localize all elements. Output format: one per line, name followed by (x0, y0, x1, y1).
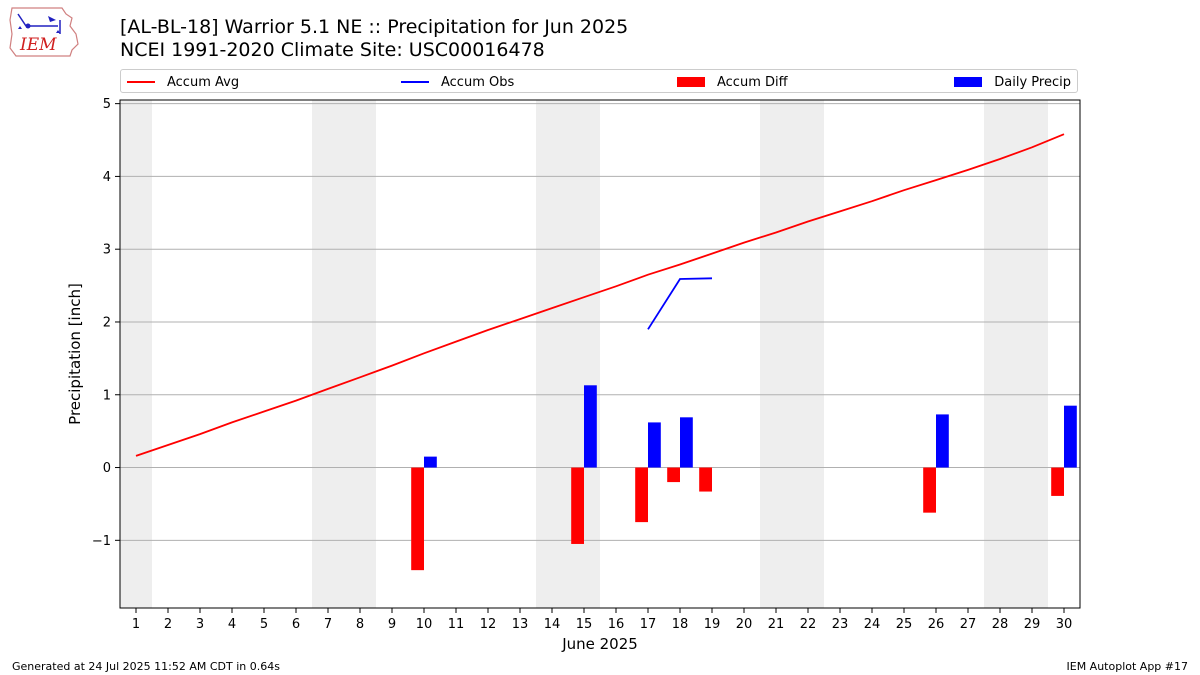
y-tick-label: 0 (103, 461, 111, 476)
legend-swatch (127, 81, 155, 83)
x-tick-label: 15 (576, 617, 593, 632)
accum-diff-bar (635, 467, 648, 523)
legend-label: Accum Diff (717, 74, 788, 90)
daily-precip-bar (680, 417, 693, 468)
weekend-shade (120, 100, 152, 608)
plot-frame (119, 99, 1081, 609)
chart-title-line-2: NCEI 1991-2020 Climate Site: USC00016478 (120, 39, 545, 61)
legend-swatch (954, 77, 983, 87)
x-tick-label: 30 (1056, 617, 1073, 632)
accum-diff-bar (1051, 467, 1064, 496)
x-tick-label: 20 (736, 617, 753, 632)
legend-item-accum-diff: Accum Diff (677, 70, 788, 94)
x-tick-label: 1 (132, 617, 140, 632)
x-tick-label: 24 (864, 617, 881, 632)
legend-label: Daily Precip (994, 74, 1071, 90)
y-tick-label: 5 (103, 97, 111, 112)
y-tick-label: 3 (103, 243, 111, 258)
x-tick-label: 16 (608, 617, 625, 632)
accum-avg-line (135, 133, 1065, 457)
chart-title-line-1: [AL-BL-18] Warrior 5.1 NE :: Precipitati… (120, 16, 629, 38)
weekend-shade (536, 100, 600, 608)
accum-diff-bar (667, 467, 680, 483)
legend-item-daily-precip: Daily Precip (954, 70, 1071, 94)
x-tick-label: 11 (448, 617, 465, 632)
legend-swatch (401, 81, 429, 83)
y-axis-label: Precipitation [inch] (66, 283, 84, 425)
x-tick-label: 29 (1024, 617, 1041, 632)
x-tick-label: 28 (992, 617, 1009, 632)
legend-label: Accum Obs (441, 74, 515, 90)
x-tick-label: 14 (544, 617, 561, 632)
x-tick-label: 6 (292, 617, 300, 632)
y-tick-label: 1 (103, 388, 111, 403)
x-tick-label: 22 (800, 617, 817, 632)
chart-legend: Accum Avg Accum Obs Accum Diff Daily Precip (120, 69, 1078, 93)
x-tick-label: 26 (928, 617, 945, 632)
footer-app-text: IEM Autoplot App #17 (1066, 660, 1189, 673)
accum-diff-bar (923, 467, 936, 513)
daily-precip-bar (936, 414, 949, 468)
y-tick-label: 4 (103, 170, 111, 185)
x-tick-label: 13 (512, 617, 529, 632)
daily-precip-bar (424, 456, 437, 468)
logo-text: IEM (19, 35, 57, 55)
accum-obs-line (647, 277, 713, 330)
x-tick-label: 4 (228, 617, 236, 632)
legend-swatch (677, 77, 705, 87)
accum-diff-bar (699, 467, 712, 492)
x-tick-label: 10 (416, 617, 433, 632)
x-tick-label: 5 (260, 617, 268, 632)
daily-precip-bar (584, 385, 597, 468)
x-tick-label: 7 (324, 617, 332, 632)
x-tick-label: 3 (196, 617, 204, 632)
legend-label: Accum Avg (167, 74, 240, 90)
x-axis-label: June 2025 (561, 635, 638, 653)
x-tick-label: 2 (164, 617, 172, 632)
x-tick-label: 27 (960, 617, 977, 632)
accum-diff-bar (571, 467, 584, 544)
x-tick-label: 23 (832, 617, 849, 632)
weekend-shade (312, 100, 376, 608)
footer-generated-text: Generated at 24 Jul 2025 11:52 AM CDT in… (12, 660, 280, 673)
legend-item-accum-obs: Accum Obs (401, 70, 514, 94)
daily-precip-bar (648, 422, 661, 468)
iem-logo-icon: IEM (9, 7, 79, 57)
x-tick-label: 19 (704, 617, 721, 632)
x-tick-label: 8 (356, 617, 364, 632)
x-tick-label: 17 (640, 617, 657, 632)
y-tick-label: −1 (92, 534, 111, 549)
accum-diff-bar (411, 467, 424, 571)
weekend-shade (760, 100, 824, 608)
x-tick-label: 9 (388, 617, 396, 632)
x-tick-label: 25 (896, 617, 913, 632)
x-tick-label: 12 (480, 617, 497, 632)
x-tick-label: 18 (672, 617, 689, 632)
daily-precip-bar (1064, 405, 1077, 468)
weekend-shade (984, 100, 1048, 608)
y-tick-label: 2 (103, 315, 111, 330)
legend-item-accum-avg: Accum Avg (127, 70, 239, 94)
x-tick-label: 21 (768, 617, 785, 632)
